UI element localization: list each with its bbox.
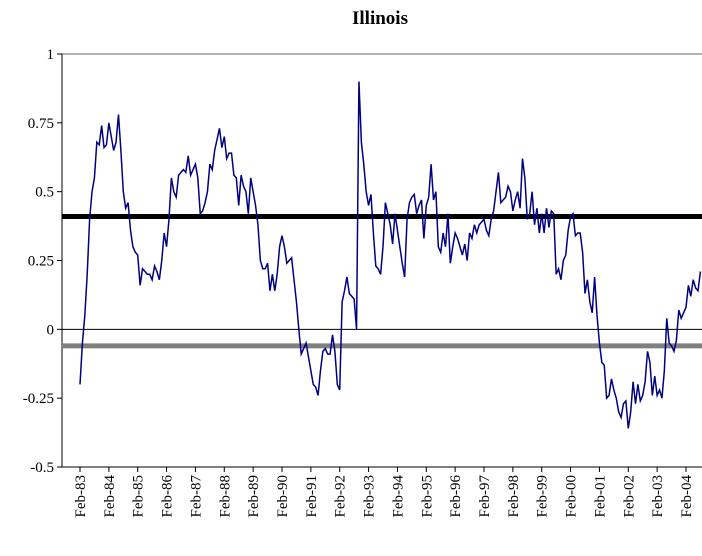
y-tick-label: 0.75 [28, 116, 54, 132]
y-tick-label: 0.5 [35, 185, 54, 201]
chart-title: Illinois [352, 8, 408, 29]
x-tick-label: Feb-96 [448, 475, 464, 518]
x-tick-label: Feb-97 [477, 475, 493, 518]
x-tick-label: Feb-02 [621, 475, 637, 518]
x-tick-label: Feb-03 [650, 475, 666, 518]
x-tick-label: Feb-85 [131, 475, 147, 518]
x-tick-label: Feb-84 [102, 475, 118, 518]
y-tick-label: 0 [47, 322, 55, 338]
x-tick-label: Feb-95 [419, 475, 435, 518]
x-tick-label: Feb-98 [506, 475, 522, 518]
y-tick-label: -0.5 [30, 460, 54, 476]
x-tick-label: Feb-86 [160, 475, 176, 518]
x-tick-label: Feb-87 [188, 475, 204, 518]
y-tick-label: 1 [47, 47, 55, 63]
y-tick-label: -0.25 [23, 391, 54, 407]
data-line [79, 81, 702, 429]
x-tick-label: Feb-89 [246, 475, 262, 518]
x-tick-label: Feb-94 [390, 475, 406, 518]
x-tick-label: Feb-90 [275, 475, 291, 518]
x-tick-label: Feb-92 [333, 475, 349, 518]
x-tick-label: Feb-93 [362, 475, 378, 518]
x-tick-label: Feb-88 [217, 475, 233, 518]
x-tick-label: Feb-04 [679, 475, 695, 518]
x-tick-label: Feb-01 [592, 475, 608, 518]
x-tick-label: Feb-00 [564, 475, 580, 518]
x-tick-label: Feb-99 [535, 475, 551, 518]
x-tick-label: Feb-83 [73, 475, 89, 518]
y-tick-label: 0.25 [28, 254, 54, 270]
x-tick-label: Feb-91 [304, 475, 320, 518]
